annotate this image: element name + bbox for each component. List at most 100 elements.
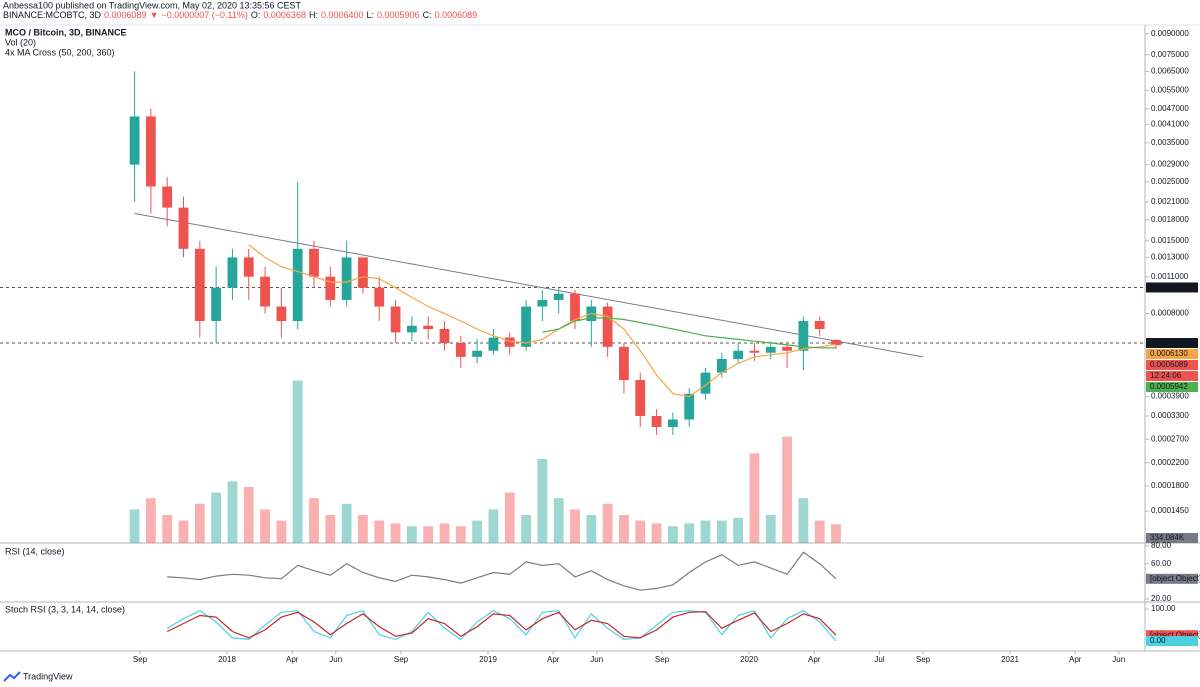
candle-body — [488, 337, 499, 351]
candle-body — [194, 248, 205, 322]
candle-body — [472, 350, 483, 357]
candle-body — [390, 306, 401, 333]
y-tick-label: 0.0001450 — [1151, 506, 1189, 515]
volume-bar — [423, 526, 434, 543]
main-legend-title: MCO / Bitcoin, 3D, BINANCE — [5, 27, 127, 37]
x-tick-label: Apr — [286, 655, 299, 664]
header-segment: 0.0006089 — [435, 10, 478, 20]
candle-body — [423, 325, 434, 329]
candle-body — [570, 293, 580, 322]
y-tick-label: 0.0041000 — [1151, 120, 1189, 129]
candle-body — [309, 248, 319, 277]
volume-bar — [211, 492, 222, 543]
volume-bar — [358, 515, 368, 543]
header-segment: ▼ — [150, 10, 159, 20]
candle-body — [814, 321, 825, 329]
legend-item: 4x MA Cross (50, 200, 360) — [5, 47, 115, 57]
x-tick-label: Jul — [874, 655, 884, 664]
footer-logo — [3, 671, 21, 682]
candle-body — [684, 393, 695, 420]
header-segment: L: — [367, 10, 375, 20]
pane-title: RSI (14, close) — [5, 546, 65, 556]
candle-body — [292, 248, 303, 322]
volume-bar — [260, 509, 270, 543]
volume-bar — [129, 509, 140, 543]
candle-body — [716, 359, 727, 373]
candle-body — [162, 186, 173, 208]
price-tag — [1146, 573, 1198, 584]
volume-bar — [733, 517, 744, 543]
volume-bar — [749, 453, 760, 543]
volume-bar — [309, 498, 319, 543]
series-line — [166, 610, 837, 639]
volume-bar — [716, 520, 727, 543]
y-tick-label: 60.00 — [1151, 559, 1172, 568]
candle-body — [129, 116, 140, 165]
candle-body — [211, 287, 222, 322]
x-tick-label: 2020 — [740, 655, 758, 664]
y-tick-label: 0.0055000 — [1151, 86, 1189, 95]
candle-body — [782, 346, 792, 351]
candle-body — [537, 299, 548, 307]
volume-bar — [537, 459, 548, 543]
volume-bar — [553, 498, 564, 543]
volume-bar — [570, 509, 580, 543]
y-tick-label: 0.0002200 — [1151, 458, 1189, 467]
candle-body — [178, 207, 189, 249]
volume-bar — [455, 526, 466, 543]
volume-bar — [341, 503, 352, 543]
candle-body — [358, 257, 368, 288]
price-tag — [1146, 371, 1198, 382]
volume-bar — [227, 481, 238, 543]
candle-body — [455, 343, 466, 357]
volume-bar — [439, 523, 450, 543]
volume-bar — [602, 503, 613, 543]
y-tick-label: 0.0090000 — [1151, 29, 1189, 38]
x-tick-label: Apr — [547, 655, 560, 664]
x-tick-label: Sep — [133, 655, 148, 664]
candle-body — [831, 339, 841, 346]
candle-body — [325, 276, 336, 300]
price-tag-label: 0.00 — [1150, 636, 1166, 645]
volume-bar — [798, 498, 809, 543]
price-tag-label: 0.0005942 — [1150, 382, 1188, 391]
candle-body — [651, 415, 662, 427]
candle-body — [553, 293, 564, 300]
x-tick-label: 2021 — [1001, 655, 1019, 664]
price-tag-label: 0.0006200 — [1150, 338, 1188, 347]
x-tick-label: Jun — [590, 655, 603, 664]
x-tick-label: Jun — [1112, 655, 1125, 664]
volume-bar — [194, 503, 205, 543]
price-tag-label: 0.0006130 — [1150, 349, 1188, 358]
y-tick-label: 0.0013000 — [1151, 253, 1189, 262]
volume-bar — [406, 526, 417, 543]
volume-bar — [504, 492, 515, 543]
y-tick-label: 0.0075000 — [1151, 50, 1189, 59]
price-tag — [1146, 349, 1198, 360]
footer: TradingView — [23, 671, 73, 681]
pane-title: Stoch RSI (3, 3, 14, 14, close) — [5, 604, 125, 614]
x-tick-label: 2019 — [479, 655, 497, 664]
price-tag-label: 0.0010023 — [1150, 283, 1188, 292]
candle-body — [765, 346, 776, 353]
header-segment: C: — [423, 10, 432, 20]
candle-body — [504, 337, 515, 347]
volume-bar — [374, 520, 385, 543]
y-tick-label: 100.00 — [1151, 604, 1176, 613]
header-segment: 0.0006368 — [263, 10, 306, 20]
volume-bar — [243, 487, 254, 543]
series-line — [167, 551, 837, 591]
price-tag-label: 12:24:06 — [1150, 371, 1182, 380]
y-tick-label: 20.00 — [1151, 594, 1172, 603]
volume-bar — [635, 520, 646, 543]
x-tick-label: Apr — [808, 655, 821, 664]
symbol-line: BINANCE:MCOBTC, 3D 0.0006089 ▼ −0.0000007 (… — [3, 10, 477, 20]
y-tick-label: 0.0001800 — [1151, 481, 1189, 490]
y-tick-label: 0.0002700 — [1151, 434, 1189, 443]
header-segment: 0.0006400 — [321, 10, 364, 20]
y-tick-label: 80.00 — [1151, 541, 1172, 550]
price-tag — [1146, 533, 1198, 543]
candle-body — [374, 287, 385, 307]
y-tick-label: 0.0035000 — [1151, 138, 1189, 147]
price-tag — [1146, 382, 1198, 393]
